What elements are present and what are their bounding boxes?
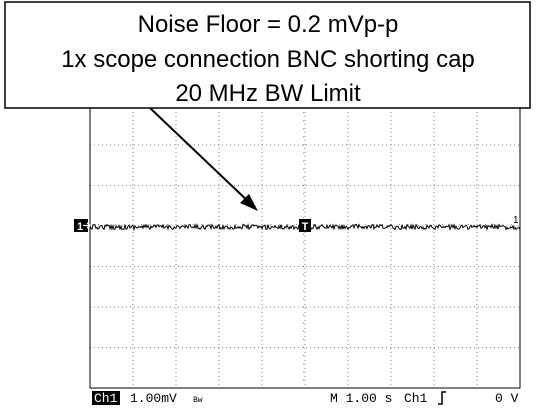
arrow-head bbox=[240, 194, 258, 211]
annotation-arrow bbox=[149, 107, 253, 206]
trigger-edge-icon bbox=[438, 391, 446, 405]
channel-badge bbox=[92, 391, 120, 405]
status-channel: Ch1 bbox=[94, 391, 118, 406]
channel-arrow bbox=[83, 222, 91, 229]
status-trigger-level: 0 V bbox=[495, 391, 519, 406]
annotation-line: 20 MHz BW Limit bbox=[175, 80, 361, 107]
status-timebase: M 1.00 s bbox=[330, 391, 392, 406]
annotation-line: Noise Floor = 0.2 mVp-p bbox=[138, 11, 399, 38]
end-marker-label: 1 bbox=[513, 215, 519, 226]
annotation-box bbox=[4, 1, 531, 109]
status-scale: 1.00mV bbox=[130, 391, 177, 406]
trigger-marker bbox=[299, 219, 311, 232]
channel-marker-label: 1 bbox=[77, 221, 83, 233]
status-trigger-source: Ch1 bbox=[404, 391, 428, 406]
status-bw: Bw bbox=[193, 396, 203, 405]
trigger-marker-label: T bbox=[302, 221, 309, 233]
annotation-line: 1x scope connection BNC shorting cap bbox=[61, 46, 475, 73]
channel-marker bbox=[74, 219, 88, 232]
